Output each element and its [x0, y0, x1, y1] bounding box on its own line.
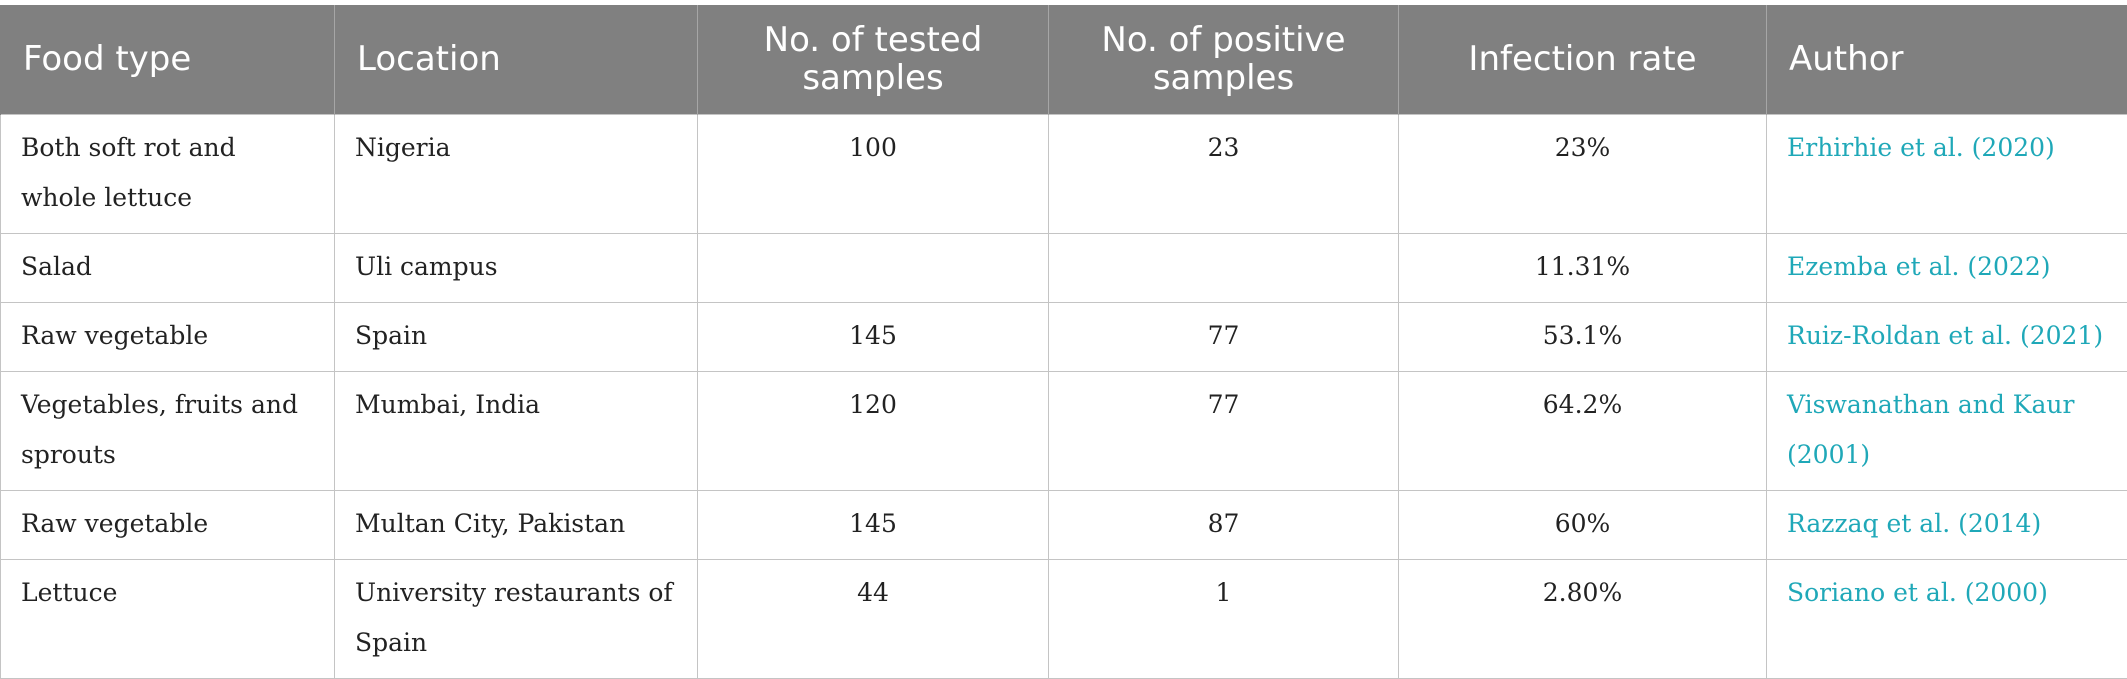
cell-location: Spain — [335, 302, 698, 371]
cell-author-link[interactable]: Ezemba et al. (2022) — [1767, 233, 2127, 302]
infection-rate-table: Food type Location No. of tested samples… — [0, 5, 2127, 679]
cell-rate: 23% — [1399, 114, 1767, 233]
table-body: Both soft rot and whole lettuce Nigeria … — [1, 114, 2127, 678]
header-location: Location — [335, 5, 698, 114]
cell-author-link[interactable]: Razzaq et al. (2014) — [1767, 490, 2127, 559]
table-header: Food type Location No. of tested samples… — [1, 5, 2127, 114]
cell-food-type: Raw vegetable — [1, 490, 335, 559]
cell-author-link[interactable]: Erhirhie et al. (2020) — [1767, 114, 2127, 233]
cell-rate: 64.2% — [1399, 371, 1767, 490]
cell-food-type: Vegetables, fruits and sprouts — [1, 371, 335, 490]
cell-location: University restaurants of Spain — [335, 559, 698, 678]
table-row: Raw vegetable Multan City, Pakistan 145 … — [1, 490, 2127, 559]
cell-tested: 44 — [698, 559, 1049, 678]
cell-positive: 87 — [1049, 490, 1399, 559]
cell-author-link[interactable]: Soriano et al. (2000) — [1767, 559, 2127, 678]
cell-rate: 60% — [1399, 490, 1767, 559]
cell-location: Uli campus — [335, 233, 698, 302]
cell-location: Multan City, Pakistan — [335, 490, 698, 559]
cell-positive — [1049, 233, 1399, 302]
cell-tested: 145 — [698, 490, 1049, 559]
header-food-type: Food type — [1, 5, 335, 114]
header-row: Food type Location No. of tested samples… — [1, 5, 2127, 114]
cell-rate: 2.80% — [1399, 559, 1767, 678]
cell-food-type: Lettuce — [1, 559, 335, 678]
table-row: Salad Uli campus 11.31% Ezemba et al. (2… — [1, 233, 2127, 302]
header-author: Author — [1767, 5, 2127, 114]
cell-location: Mumbai, India — [335, 371, 698, 490]
table-row: Both soft rot and whole lettuce Nigeria … — [1, 114, 2127, 233]
cell-positive: 77 — [1049, 302, 1399, 371]
header-positive-samples: No. of positive samples — [1049, 5, 1399, 114]
cell-food-type: Salad — [1, 233, 335, 302]
table-row: Raw vegetable Spain 145 77 53.1% Ruiz-Ro… — [1, 302, 2127, 371]
cell-tested — [698, 233, 1049, 302]
cell-food-type: Both soft rot and whole lettuce — [1, 114, 335, 233]
cell-tested: 120 — [698, 371, 1049, 490]
cell-rate: 53.1% — [1399, 302, 1767, 371]
cell-author-link[interactable]: Viswanathan and Kaur (2001) — [1767, 371, 2127, 490]
header-tested-samples: No. of tested samples — [698, 5, 1049, 114]
table-row: Vegetables, fruits and sprouts Mumbai, I… — [1, 371, 2127, 490]
cell-positive: 1 — [1049, 559, 1399, 678]
cell-rate: 11.31% — [1399, 233, 1767, 302]
cell-positive: 77 — [1049, 371, 1399, 490]
cell-food-type: Raw vegetable — [1, 302, 335, 371]
cell-location: Nigeria — [335, 114, 698, 233]
cell-tested: 145 — [698, 302, 1049, 371]
data-table-container: Food type Location No. of tested samples… — [0, 5, 2127, 679]
table-row: Lettuce University restaurants of Spain … — [1, 559, 2127, 678]
header-infection-rate: Infection rate — [1399, 5, 1767, 114]
cell-tested: 100 — [698, 114, 1049, 233]
cell-author-link[interactable]: Ruiz-Roldan et al. (2021) — [1767, 302, 2127, 371]
cell-positive: 23 — [1049, 114, 1399, 233]
